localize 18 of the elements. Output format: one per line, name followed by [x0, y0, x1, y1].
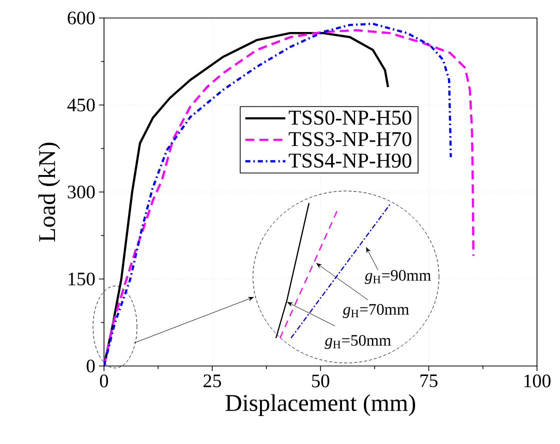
x-tick-label: 75: [420, 374, 438, 388]
x-axis-title: Displacement (mm): [226, 394, 416, 416]
y-tick-label: 300: [68, 186, 95, 198]
y-tick-label: 0: [86, 360, 95, 372]
y-tick-label: 150: [68, 272, 95, 286]
y-tick-label: 450: [67, 98, 95, 112]
x-tick-label: 0: [100, 374, 108, 388]
y-tick-label: 600: [68, 12, 95, 24]
legend-label: TSS4-NP-H90: [288, 154, 412, 168]
x-tick-label: 100: [524, 374, 551, 388]
x-tick-label: 25: [204, 374, 222, 388]
annotation: g$_{H}$=70mm: [342, 304, 409, 318]
legend-label: TSS0-NP-H50: [288, 110, 412, 125]
x-tick-label: 50: [312, 374, 330, 388]
legend-label: TSS3-NP-H70: [288, 132, 412, 146]
y-axis-title: Load (kN): [38, 142, 60, 242]
annotation: g$_{H}$=50mm: [324, 334, 391, 350]
annotation: g$_{H}$=90mm: [364, 270, 431, 284]
